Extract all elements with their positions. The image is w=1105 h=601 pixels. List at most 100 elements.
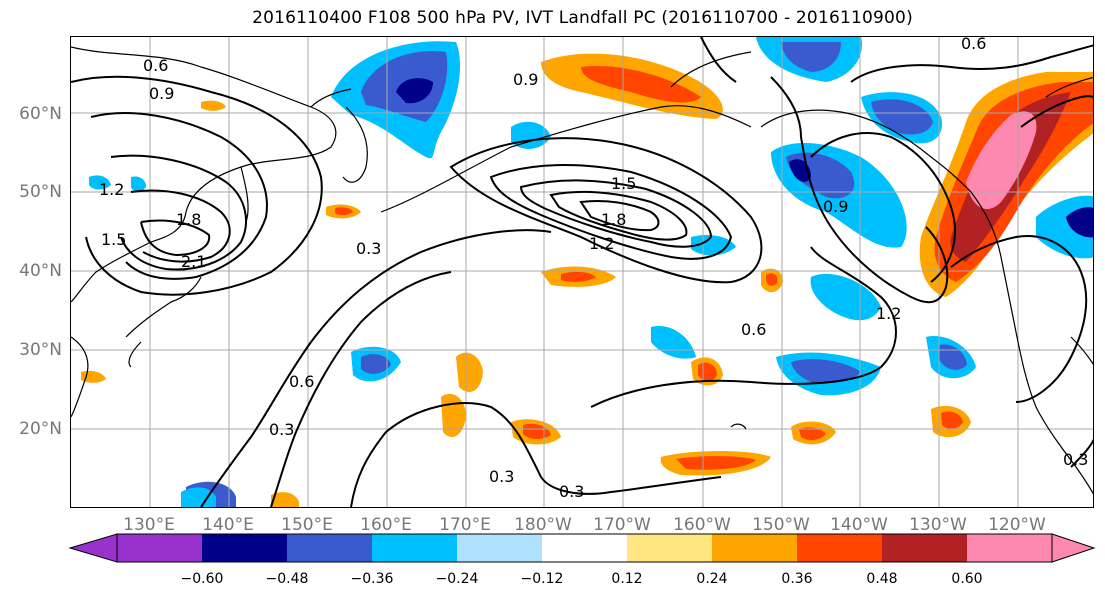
coast-hudson bbox=[1045, 76, 1093, 98]
shade-cp-red1 bbox=[561, 271, 596, 282]
colorbar-extend-min bbox=[68, 533, 118, 563]
shade-sub-blue12 bbox=[181, 487, 216, 507]
colorbar-bin bbox=[882, 534, 967, 562]
shade-kamchatka-core bbox=[396, 78, 433, 104]
map-panel: 0.6 0.9 1.2 1.5 1.8 2.1 0.3 0.6 0.9 1.2 … bbox=[70, 36, 1094, 508]
colorbar-bin bbox=[457, 534, 542, 562]
contour-label: 0.3 bbox=[269, 420, 294, 439]
lon-label-160e: 160°E bbox=[360, 515, 412, 535]
contour-alaska-small bbox=[700, 37, 737, 83]
contour-label: 1.5 bbox=[101, 230, 126, 249]
colorbar bbox=[68, 533, 1096, 563]
colorbar-bin bbox=[797, 534, 882, 562]
colorbar-bin bbox=[627, 534, 712, 562]
shade-alaska-blue2 bbox=[781, 42, 841, 72]
lat-label-40n: 40°N bbox=[19, 261, 62, 281]
shade-cp-red2 bbox=[765, 273, 778, 286]
graticule bbox=[71, 37, 1093, 507]
lon-label-150w: 150°W bbox=[752, 515, 810, 535]
map-title: 2016110400 F108 500 hPa PV, IVT Landfall… bbox=[252, 8, 913, 28]
colorbar-tick: −0.24 bbox=[435, 571, 479, 587]
colorbar-bin bbox=[967, 534, 1052, 562]
colorbar-tick: 0.24 bbox=[696, 571, 728, 587]
lon-label-130e: 130°E bbox=[123, 515, 175, 535]
shade-sub-blue5b bbox=[361, 354, 391, 374]
colorbar-tick: −0.12 bbox=[520, 571, 564, 587]
colorbar-tick: 0.12 bbox=[611, 571, 643, 587]
shade-sub-orange2 bbox=[441, 393, 466, 437]
contour-label: 1.8 bbox=[601, 210, 626, 229]
lon-label-180w: 180°W bbox=[514, 515, 572, 535]
contour-label: 1.5 bbox=[611, 174, 636, 193]
coast-okhotsk bbox=[310, 88, 352, 108]
contour-east-1 bbox=[770, 76, 949, 304]
contour-central-5 bbox=[579, 200, 660, 232]
coast-asia bbox=[71, 46, 337, 303]
contour-label: 0.6 bbox=[289, 372, 314, 391]
lat-label-30n: 30°N bbox=[19, 340, 62, 360]
contour-east-6 bbox=[1070, 438, 1093, 468]
colorbar-extend-max bbox=[1051, 533, 1096, 563]
lon-label-170w: 170°W bbox=[593, 515, 651, 535]
contour-west-2 bbox=[90, 112, 268, 280]
shade-sub-red5 bbox=[676, 456, 756, 470]
lon-label-130w: 130°W bbox=[909, 515, 967, 535]
contour-label: 0.6 bbox=[961, 37, 986, 53]
contour-subtrop-4 bbox=[590, 246, 897, 408]
contour-label: 1.2 bbox=[99, 180, 124, 199]
contour-label: 0.3 bbox=[559, 482, 584, 501]
contour-east-4 bbox=[950, 235, 1088, 403]
contour-central-2 bbox=[489, 164, 733, 260]
contour-west-1 bbox=[71, 75, 323, 296]
contour-label: 0.9 bbox=[513, 70, 538, 89]
contour-label: 1.2 bbox=[876, 304, 901, 323]
coast-china bbox=[71, 336, 89, 418]
lat-label-20n: 20°N bbox=[19, 419, 62, 439]
shade-sub-red8 bbox=[335, 207, 353, 216]
shade-bering-core bbox=[581, 66, 701, 103]
lon-label-140w: 140°W bbox=[830, 515, 888, 535]
map-canvas: 0.6 0.9 1.2 1.5 1.8 2.1 0.3 0.6 0.9 1.2 … bbox=[71, 37, 1093, 507]
contour-west-5 bbox=[140, 219, 211, 257]
colorbar-bin bbox=[372, 534, 457, 562]
shade-sub-red6 bbox=[799, 427, 826, 441]
shade-sub-blue3 bbox=[810, 273, 881, 321]
colorbar-bin bbox=[542, 534, 627, 562]
shade-sub-orange9 bbox=[201, 100, 226, 111]
shade-ne-blue2 bbox=[871, 99, 933, 135]
contour-subtrop-2 bbox=[270, 271, 452, 507]
contour-subtrop-3 bbox=[350, 402, 722, 507]
shade-coast-pink bbox=[966, 111, 1037, 210]
lat-label-60n: 60°N bbox=[19, 104, 62, 124]
contour-central-1 bbox=[449, 137, 763, 284]
colorbar-frame bbox=[116, 533, 1053, 563]
colorbar-tick: −0.36 bbox=[350, 571, 394, 587]
coast-aleutians bbox=[380, 105, 752, 213]
contour-label: 2.1 bbox=[181, 252, 206, 271]
contour-east-5 bbox=[1020, 95, 1093, 128]
contour-label: 0.9 bbox=[149, 84, 174, 103]
contour-west-3 bbox=[110, 154, 247, 271]
contour-east-2 bbox=[810, 132, 956, 283]
lon-label-170e: 170°E bbox=[439, 515, 491, 535]
contour-label: 0.6 bbox=[741, 320, 766, 339]
contour-label: 0.9 bbox=[823, 197, 848, 216]
colorbar-tick: 0.60 bbox=[951, 571, 983, 587]
contour-east-3 bbox=[850, 44, 1093, 83]
lat-label-50n: 50°N bbox=[19, 182, 62, 202]
coast-kamchatka bbox=[342, 106, 368, 183]
colorbar-bin bbox=[117, 534, 202, 562]
shade-sub-orange13 bbox=[271, 492, 299, 507]
contour-label: 0.3 bbox=[356, 239, 381, 258]
contour-central-4 bbox=[549, 190, 688, 241]
coastlines bbox=[71, 46, 1093, 495]
contour-label: 1.8 bbox=[176, 210, 201, 229]
colorbar-bin bbox=[712, 534, 797, 562]
shade-sub-blue2b bbox=[791, 359, 861, 384]
contour-label: 1.2 bbox=[589, 234, 614, 253]
coast-japan bbox=[125, 276, 202, 368]
shade-sub-blue9 bbox=[89, 175, 111, 190]
shade-sub-blue10 bbox=[131, 176, 146, 192]
lon-label-160w: 160°W bbox=[673, 515, 731, 535]
shade-sub-blue1 bbox=[651, 326, 696, 359]
